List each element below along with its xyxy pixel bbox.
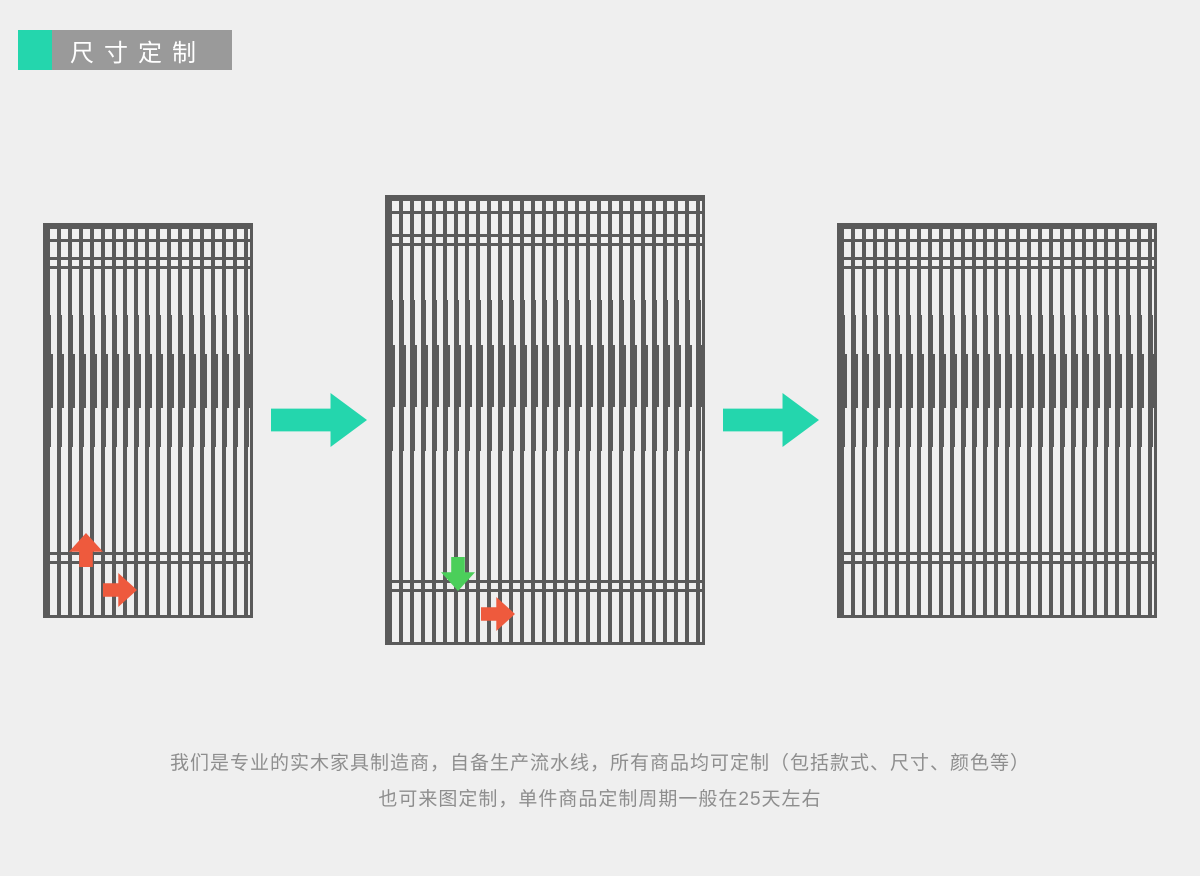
title-label: 尺寸定制 bbox=[52, 30, 232, 70]
panel-3 bbox=[837, 223, 1157, 618]
resize-arrow-icon bbox=[441, 557, 475, 591]
panel-2 bbox=[385, 195, 705, 645]
flow-arrow-icon bbox=[271, 393, 367, 447]
panel-1 bbox=[43, 223, 253, 618]
caption-line: 也可来图定制，单件商品定制周期一般在25天左右 bbox=[0, 782, 1200, 818]
caption-line: 我们是专业的实木家具制造商，自备生产流水线，所有商品均可定制（包括款式、尺寸、颜… bbox=[0, 746, 1200, 782]
title-accent bbox=[18, 30, 52, 70]
resize-arrow-icon bbox=[69, 533, 103, 567]
resize-arrow-icon bbox=[103, 573, 137, 607]
flow-arrow-icon bbox=[723, 393, 819, 447]
diagram-stage bbox=[0, 150, 1200, 690]
section-title: 尺寸定制 bbox=[18, 30, 232, 70]
caption: 我们是专业的实木家具制造商，自备生产流水线，所有商品均可定制（包括款式、尺寸、颜… bbox=[0, 746, 1200, 818]
resize-arrow-icon bbox=[481, 597, 515, 631]
